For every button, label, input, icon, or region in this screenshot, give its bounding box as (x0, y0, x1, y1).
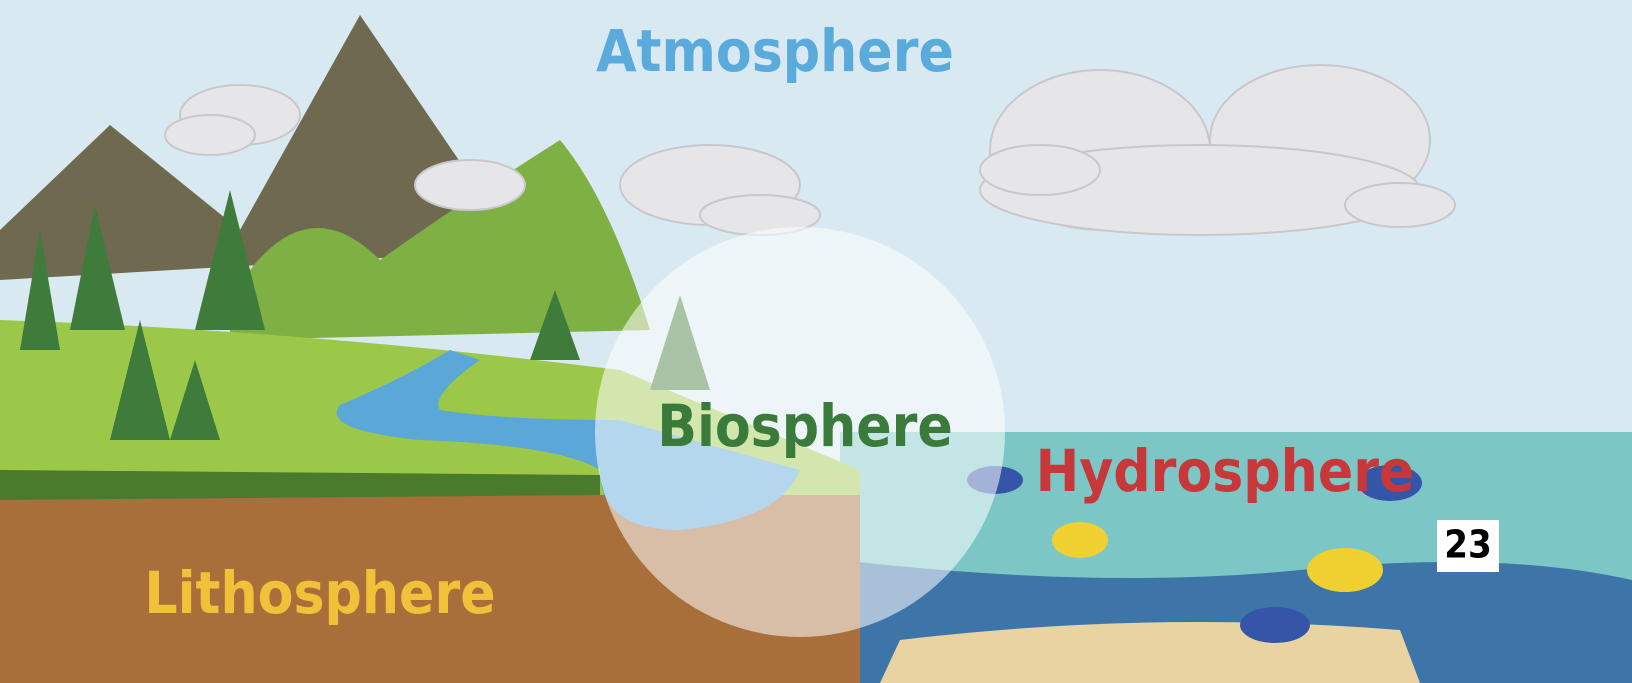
grass-edge (0, 470, 600, 500)
lithosphere-label: Lithosphere (144, 559, 495, 627)
atmosphere-label: Atmosphere (596, 17, 954, 85)
page-number: 23 (1444, 523, 1492, 567)
hydrosphere-label: Hydrosphere (1036, 437, 1415, 505)
scene: Atmosphere Biosphere Hydrosphere Lithosp… (0, 0, 1632, 683)
biosphere-label: Biosphere (657, 392, 953, 460)
